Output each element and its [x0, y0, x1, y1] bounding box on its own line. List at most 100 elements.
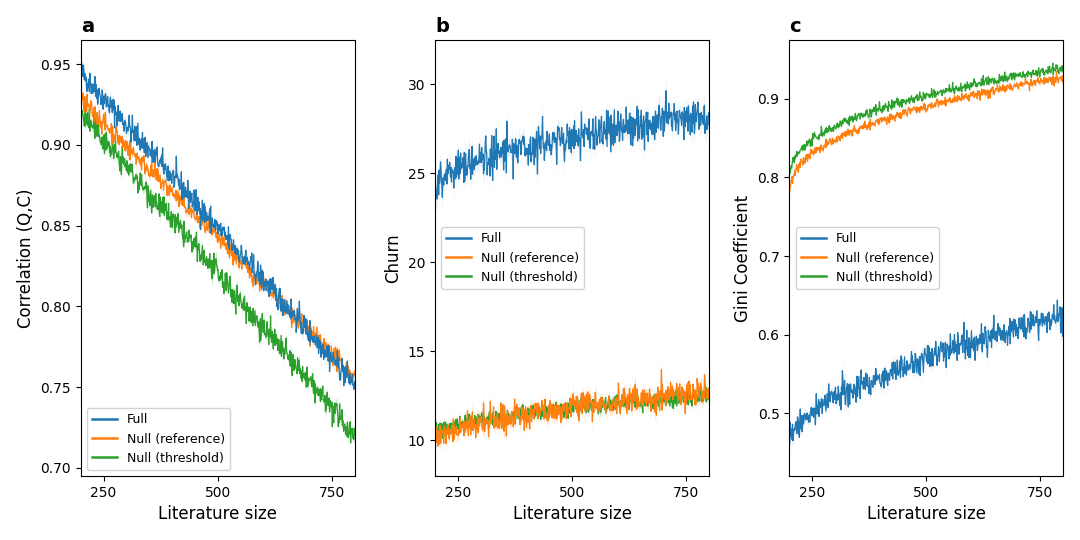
Full: [430, 196, 443, 202]
Null (threshold): [1057, 64, 1070, 70]
Null (threshold): [853, 112, 866, 118]
Line: Full: Full: [81, 64, 354, 389]
Null (reference): [907, 104, 920, 111]
Null (reference): [783, 191, 796, 198]
Null (reference): [553, 404, 566, 411]
Null (threshold): [907, 96, 920, 103]
Full: [612, 127, 625, 134]
Null (reference): [145, 156, 158, 162]
Null (reference): [1057, 72, 1070, 78]
Null (threshold): [989, 78, 1002, 85]
Full: [76, 61, 89, 68]
Null (threshold): [703, 394, 716, 400]
Null (threshold): [966, 83, 978, 89]
Line: Null (reference): Null (reference): [81, 93, 354, 383]
Full: [281, 310, 294, 317]
Null (threshold): [79, 103, 92, 110]
Null (threshold): [429, 436, 442, 442]
Full: [944, 342, 957, 348]
Null (reference): [703, 388, 716, 395]
Null (threshold): [123, 167, 136, 174]
Null (threshold): [635, 403, 648, 410]
Text: c: c: [789, 17, 801, 36]
Legend: Full, Null (reference), Null (threshold): Full, Null (reference), Null (threshold): [442, 227, 584, 289]
Null (reference): [477, 411, 490, 417]
Full: [1057, 308, 1070, 314]
Null (threshold): [237, 302, 249, 308]
Null (reference): [654, 366, 667, 373]
Full: [1051, 297, 1064, 303]
Full: [635, 136, 648, 143]
Null (reference): [989, 85, 1002, 92]
Full: [499, 136, 512, 142]
Null (threshold): [700, 384, 713, 390]
Null (reference): [591, 401, 604, 408]
Full: [660, 87, 673, 94]
Full: [783, 443, 796, 450]
Null (reference): [944, 99, 957, 106]
Y-axis label: Gini Coefficient: Gini Coefficient: [734, 194, 752, 322]
Full: [429, 164, 442, 171]
Null (reference): [1050, 69, 1063, 75]
Null (threshold): [348, 433, 361, 439]
Y-axis label: Churn: Churn: [384, 233, 402, 283]
Null (reference): [431, 443, 444, 449]
Full: [907, 358, 920, 365]
Null (reference): [635, 403, 648, 409]
Full: [348, 379, 361, 385]
Legend: Full, Null (reference), Null (threshold): Full, Null (reference), Null (threshold): [796, 227, 939, 289]
Full: [832, 397, 845, 403]
Text: b: b: [435, 17, 449, 36]
Full: [258, 281, 271, 288]
Null (threshold): [1047, 60, 1059, 66]
Null (threshold): [145, 210, 158, 216]
Line: Null (threshold): Null (threshold): [435, 387, 710, 439]
Null (threshold): [611, 399, 624, 405]
Null (threshold): [783, 174, 796, 181]
Null (reference): [612, 380, 625, 386]
X-axis label: Literature size: Literature size: [867, 505, 986, 523]
Line: Null (reference): Null (reference): [789, 72, 1064, 194]
Full: [348, 386, 361, 393]
Y-axis label: Correlation (Q,C): Correlation (Q,C): [16, 188, 35, 328]
Full: [199, 203, 212, 210]
Full: [553, 136, 566, 142]
Line: Null (threshold): Null (threshold): [789, 63, 1064, 178]
Full: [989, 330, 1002, 336]
Null (threshold): [281, 352, 294, 359]
Legend: Full, Null (reference), Null (threshold): Full, Null (reference), Null (threshold): [87, 408, 230, 470]
Null (reference): [123, 138, 136, 144]
Null (reference): [199, 230, 212, 236]
Null (reference): [281, 303, 294, 310]
Full: [966, 345, 978, 352]
X-axis label: Literature size: Literature size: [513, 505, 632, 523]
Null (threshold): [499, 417, 512, 423]
Null (reference): [258, 278, 271, 285]
Full: [75, 66, 87, 72]
Line: Null (threshold): Null (threshold): [81, 106, 354, 443]
Null (threshold): [553, 410, 566, 416]
Full: [703, 111, 716, 117]
Line: Null (reference): Null (reference): [435, 369, 710, 446]
Full: [853, 387, 866, 393]
Null (threshold): [832, 123, 845, 130]
Null (reference): [499, 411, 512, 418]
Null (reference): [346, 380, 359, 386]
Null (reference): [429, 442, 442, 449]
Null (reference): [966, 92, 978, 99]
Full: [123, 124, 136, 130]
Null (reference): [853, 124, 866, 131]
Null (reference): [237, 261, 249, 267]
Null (threshold): [258, 317, 271, 323]
Null (threshold): [199, 257, 212, 264]
Null (reference): [832, 136, 845, 143]
Null (threshold): [477, 421, 490, 427]
X-axis label: Literature size: Literature size: [158, 505, 278, 523]
Null (reference): [75, 93, 87, 99]
Null (reference): [348, 368, 361, 374]
Full: [145, 154, 158, 161]
Full: [477, 166, 490, 173]
Null (threshold): [944, 87, 957, 94]
Line: Full: Full: [789, 300, 1064, 447]
Line: Full: Full: [435, 91, 710, 199]
